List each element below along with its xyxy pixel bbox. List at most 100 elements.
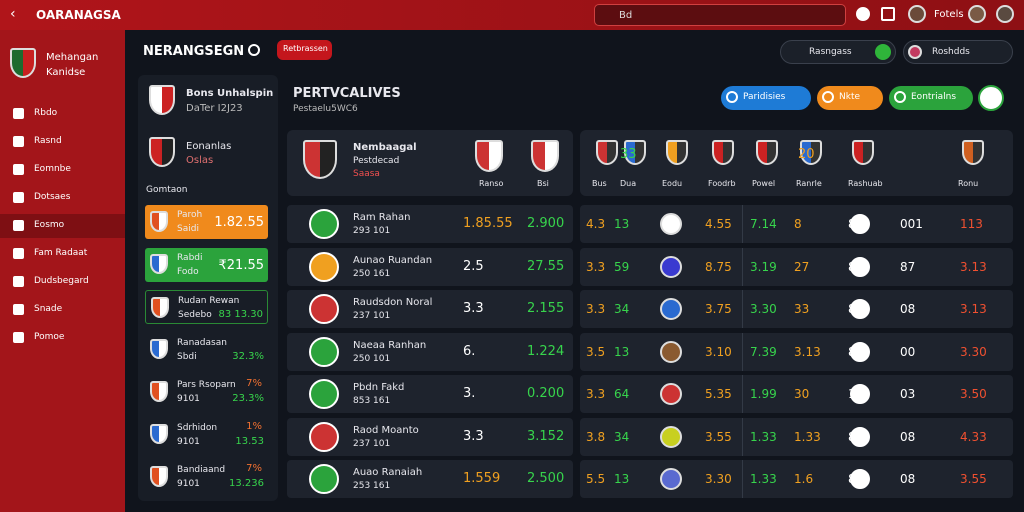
menu-item[interactable]: Snade: [0, 298, 125, 322]
match-row[interactable]: Naeaa Ranhan 250 101 6. 1.224: [287, 332, 573, 371]
odd-cell: 33: [794, 302, 810, 316]
main-panel: PERTVCALIVES Pestaelu5WC6 Paridisies Nkte Eo…: [287, 76, 1013, 122]
odd-1: 2.5: [463, 258, 484, 274]
featured-name: Nembaagal: [353, 142, 417, 153]
odd-cell: 3.55: [960, 472, 987, 486]
menu-item[interactable]: Dotsaes: [0, 186, 125, 210]
item-pct: 7%: [246, 463, 262, 474]
search-box[interactable]: Bd: [594, 4, 846, 26]
odd-1: 1.85.55: [463, 216, 513, 231]
odd-cell: 08: [900, 429, 916, 444]
odds-row[interactable]: 3.3 34 3.75 3.30 33 8 08 3.13: [580, 290, 1013, 328]
brand: Mehangan: [46, 52, 99, 63]
odds-item[interactable]: Rudan Rewan Sedebo 83 13.30: [145, 290, 268, 324]
odds-item[interactable]: Ranadasan Sbdi 32.3%: [145, 333, 268, 367]
odds-item[interactable]: Pars Rsoparn 9101 23.3% 7%: [145, 375, 268, 409]
filter-button[interactable]: Eontrialns: [889, 86, 973, 110]
item-value: 13.236: [229, 478, 264, 489]
button-label: Eontrialns: [911, 92, 957, 102]
odds-item[interactable]: Bandiaand 9101 13.236 7%: [145, 460, 268, 494]
item-sub: 9101: [177, 394, 200, 404]
match-row[interactable]: Raudsdon Noral 237 101 3.3 2.155: [287, 290, 573, 328]
odd-2: 2.900: [527, 216, 565, 231]
odd-cell: 8: [848, 259, 856, 274]
team-crest: [596, 140, 618, 166]
menu-icon: [13, 136, 24, 147]
odd-1: 6.: [463, 343, 476, 359]
item-value: 1.82.55: [214, 215, 264, 230]
item-name: Pars Rsoparn: [177, 380, 236, 390]
odds-item[interactable]: Sdrhidon 9101 13.53 1%: [145, 418, 268, 452]
menu-label: Dudsbegard: [34, 276, 89, 286]
odds-item[interactable]: Rabdi Fodo ₹21.55: [145, 247, 268, 282]
icon: [660, 213, 682, 235]
divider: [742, 375, 743, 413]
icon: [850, 426, 870, 447]
odd-cell: 4.33: [960, 429, 987, 444]
menu-icon: [13, 332, 24, 343]
odd-cell: 30: [794, 387, 810, 401]
item-name: Paroh: [177, 210, 203, 220]
menu-label: Pomoe: [34, 332, 65, 342]
menu-item[interactable]: Dudsbegard: [0, 270, 125, 294]
odd-cell: 8: [848, 429, 856, 444]
icon: [850, 214, 870, 234]
menu-item[interactable]: Eosmo: [0, 214, 125, 238]
team-crest: [150, 253, 168, 275]
match-row[interactable]: Aunao Ruandan 250 161 2.5 27.55: [287, 247, 573, 286]
odds-item[interactable]: Paroh Saidi 1.82.55: [145, 205, 268, 239]
menu-item[interactable]: Eomnbe: [0, 158, 125, 182]
odd-cell: 3.30: [750, 302, 777, 316]
filter-pill[interactable]: Retbrassen: [277, 40, 332, 60]
featured-sub: Pestdecad: [353, 156, 400, 166]
odd-cell: 3.19: [750, 259, 777, 274]
menu-icon: [13, 248, 24, 259]
menu-label: Eomnbe: [34, 164, 71, 174]
button-label: Nkte: [839, 92, 861, 102]
match-sub: 250 101: [353, 353, 391, 364]
menu-item[interactable]: Rbdo: [0, 102, 125, 126]
item-value: 13.53: [235, 435, 264, 447]
odds-row[interactable]: 3.3 64 5.35 1.99 30 15 03 3.50: [580, 375, 1013, 413]
icon: [309, 421, 339, 452]
card-sub: Oslas: [186, 155, 214, 166]
match-row[interactable]: Auao Ranaiah 253 161 1.559 2.500: [287, 460, 573, 498]
search-icon[interactable]: [248, 44, 260, 56]
icon: [850, 341, 870, 362]
odd-cell: 4.55: [705, 217, 732, 231]
odd-cell: 3.55: [705, 429, 732, 444]
column-label: Rashuab: [848, 179, 883, 188]
divider: [742, 417, 743, 456]
odd-cell: 7.14: [750, 217, 777, 231]
odds-row[interactable]: 3.5 13 3.10 7.39 3.13 8 00 3.30: [580, 332, 1013, 371]
column-label: Eodu: [662, 179, 683, 188]
section-title: Gomtaon: [146, 185, 188, 195]
odds-row[interactable]: 4.3 13 4.55 7.14 8 8 001 113: [580, 205, 1013, 243]
filter-button[interactable]: Paridisies: [721, 86, 811, 110]
pill-label: Retbrassen: [283, 44, 328, 53]
grid-icon[interactable]: [881, 7, 895, 21]
filter-button[interactable]: Nkte: [817, 86, 883, 110]
divider: [742, 205, 743, 243]
odd-2: 0.200: [527, 386, 565, 401]
odds-row[interactable]: 3.3 59 8.75 3.19 27 8 87 3.13: [580, 247, 1013, 286]
menu-item[interactable]: Rasnd: [0, 130, 125, 154]
divider: [742, 247, 743, 286]
match-row[interactable]: Pbdn Fakd 853 161 3. 0.200: [287, 375, 573, 413]
odd-cell: 4.3: [586, 217, 606, 231]
header-search[interactable]: Rasngass: [780, 40, 896, 64]
match-row[interactable]: Ram Rahan 293 101 1.85.55 2.900: [287, 205, 573, 243]
odd-2: 1.224: [527, 343, 565, 359]
match-row[interactable]: Raod Moanto 237 101 3.3 3.152: [287, 417, 573, 456]
odds-row[interactable]: 5.5 13 3.30 1.33 1.6 8 08 3.55: [580, 460, 1013, 498]
menu-item[interactable]: Pomoe: [0, 326, 125, 350]
menu-item[interactable]: Fam Radaat: [0, 242, 125, 266]
main-subtitle: Pestaelu5WC6: [293, 104, 358, 114]
odds-row[interactable]: 3.8 34 3.55 1.33 1.33 8 08 4.33: [580, 417, 1013, 456]
back-button[interactable]: ‹: [10, 6, 16, 22]
dropdown[interactable]: Roshdds: [903, 40, 1013, 64]
icon: [968, 5, 986, 23]
column-label: Dua: [620, 179, 637, 188]
